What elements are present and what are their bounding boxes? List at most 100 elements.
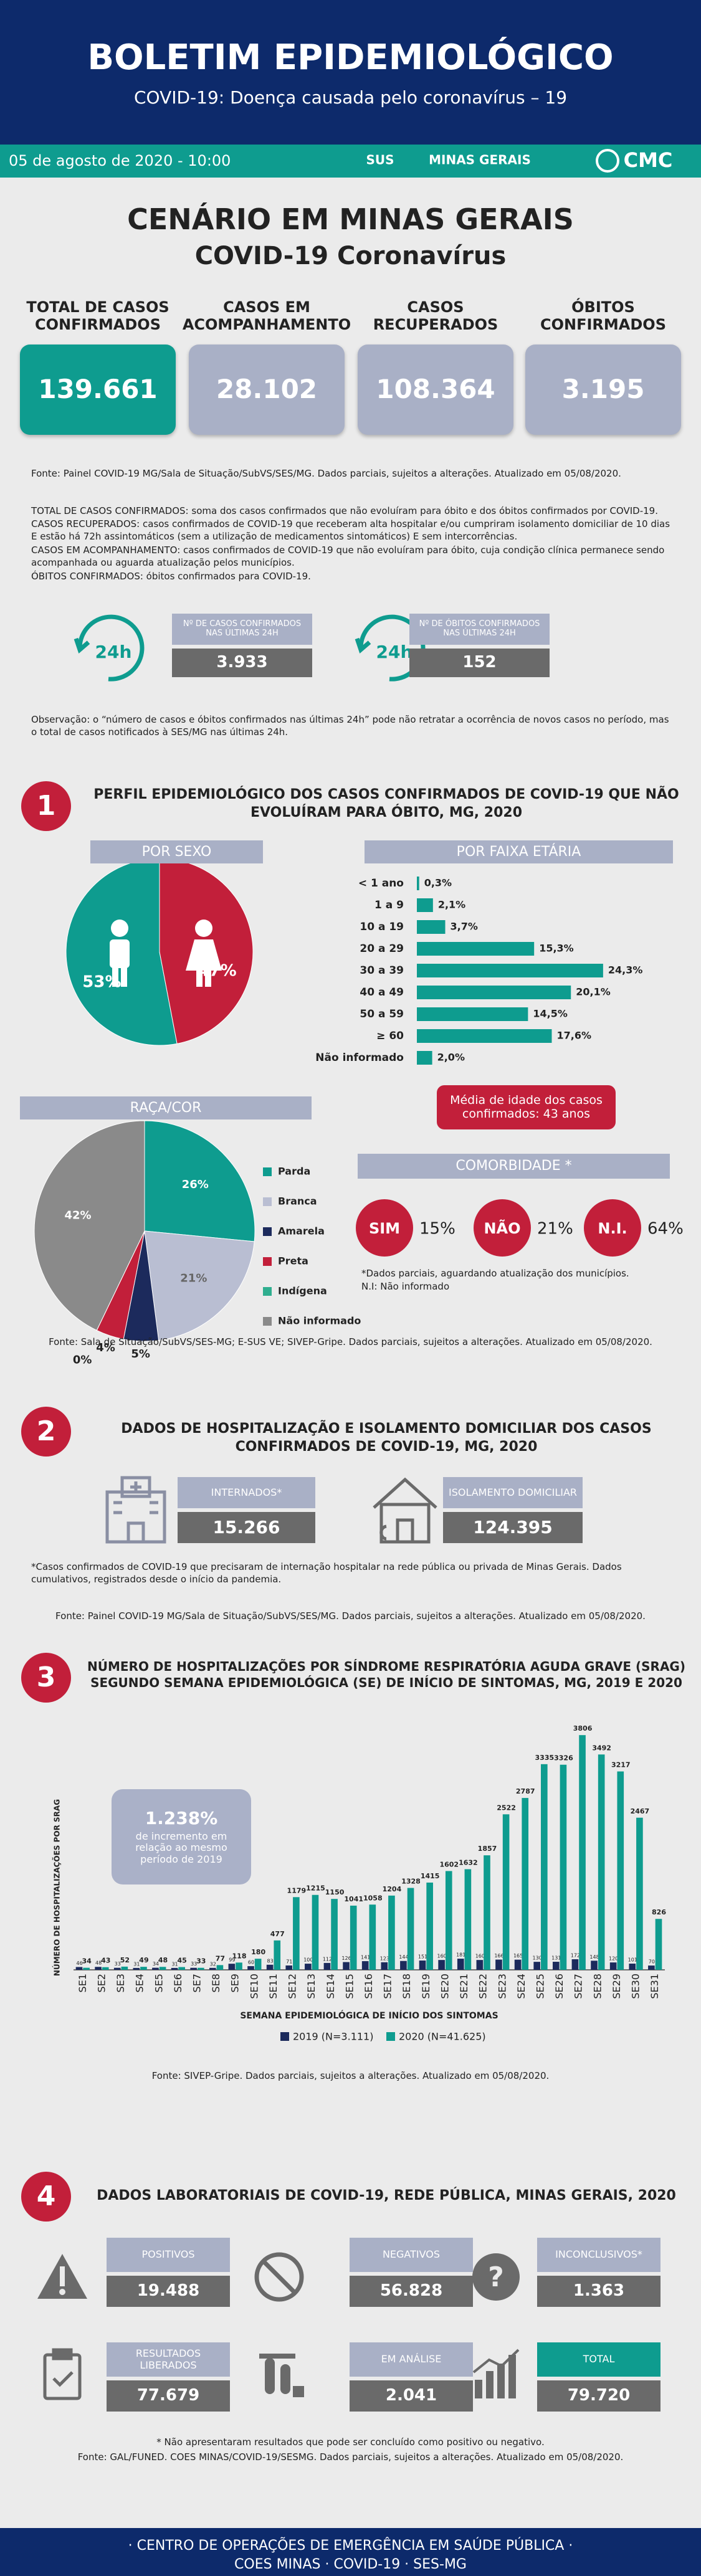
bar [419,1961,426,1970]
x-tick-label: SE19 [420,1974,432,1999]
bar [266,1964,274,1970]
value-label: 0,3% [424,877,452,889]
header-subtitle: COVID-19: Doença causada pelo coronavíru… [133,87,568,108]
x-tick-label: SE12 [287,1974,298,1999]
bar [560,1764,567,1970]
category-label: 50 a 59 [360,1008,404,1020]
value-label: 120 [609,1956,618,1962]
value-label: 32 [210,1961,216,1967]
section-badge [21,2172,71,2222]
legend-swatch [263,1317,272,1326]
pie-label: 21% [180,1271,207,1285]
bar [159,1967,166,1970]
x-tick-label: SE4 [134,1974,146,1992]
value-label: 2522 [497,1804,516,1812]
bar [522,1798,529,1970]
value-label: 24,3% [608,964,643,976]
value-label: 2467 [631,1807,650,1815]
bar [426,1882,433,1970]
stat-value: 124.395 [443,1512,583,1543]
pie-label: 0% [73,1353,92,1366]
x-tick-label: SE6 [172,1974,184,1992]
x-tick-label: SE28 [591,1974,603,1999]
bar [417,1051,432,1065]
cenario-subtitle: COVID-19 Coronavírus [194,242,507,270]
value-label: 34 [82,1957,92,1965]
legend-label: Preta [278,1255,308,1267]
y-axis-label: NÚMERO DE HOSPITALIZAÇÕES POR SRAG [52,1799,62,1976]
section-number: 1 [37,790,56,822]
icon-clipboard [43,2348,82,2400]
mean-age: Média de idade dos casos confirmados: 43… [437,1085,616,1129]
section-number: 2 [37,1415,56,1447]
callout-text: de incremento em relação ao mesmo períod… [135,1830,227,1865]
stat-value: 19.488 [107,2276,230,2307]
stat-value: 3.933 [172,649,312,677]
value-label: 60 [248,1960,254,1965]
source: Fonte: SIVEP-Gripe. Dados parciais, suje… [151,2070,550,2081]
value-label: 1328 [401,1878,421,1886]
comorbidade-label: SIM [369,1220,400,1237]
date: 05 de agosto de 2020 - 10:00 [9,152,231,169]
bar [216,1965,224,1970]
bar [95,1967,102,1970]
value-label: 1602 [439,1860,459,1868]
bar [417,1029,552,1043]
bar [571,1959,579,1970]
stat-label: INCONCLUSIVOS* [537,2238,660,2272]
value-label: 151 [418,1954,427,1960]
card-value: 139.661 [20,345,176,435]
value-label: 31 [133,1961,140,1967]
value-label: 101 [628,1957,637,1963]
pie-label: 4% [96,1341,115,1354]
stat-value: 15.266 [178,1512,315,1543]
bar [323,1962,331,1970]
bar [312,1894,319,1970]
pie-slice [34,1120,145,1331]
value-label: 33 [196,1957,206,1965]
value-label: 100 [303,1957,313,1963]
pie-slice [144,1230,255,1341]
legend-label: Indígena [278,1285,327,1297]
section-title: DADOS LABORATORIAIS DE COVID-19, REDE PÚ… [97,2188,676,2203]
pie-label: 5% [131,1347,150,1361]
bar [417,877,419,890]
value-label: 48 [95,1961,102,1966]
icon-question: ? [472,2253,520,2301]
value-label: 130 [533,1956,542,1961]
definition: CASOS RECUPERADOS: casos confirmados de … [31,518,670,543]
bar [75,1967,83,1970]
section-title: PERFIL EPIDEMIOLÓGICO DOS CASOS CONFIRMA… [93,787,679,820]
value-label: 165 [513,1953,523,1959]
stat-label: POSITIVOS [107,2238,230,2272]
value-label: 3492 [592,1744,611,1752]
section-badge [21,781,71,831]
x-tick-label: SE31 [649,1974,660,1999]
legend-label: Branca [278,1195,317,1207]
value-label: 1204 [383,1885,402,1893]
bar [445,1871,452,1970]
value-label: 166 [494,1953,503,1959]
section-title: NÚMERO DE HOSPITALIZAÇÕES POR SÍNDROME R… [87,1659,685,1690]
icon-forbidden [254,2252,304,2302]
logo-cmc: CMC [624,148,673,172]
bar [285,1965,293,1970]
card-value: 108.364 [358,345,513,435]
gender-icons [110,920,222,987]
icon-warning [37,2254,87,2299]
date-band [0,145,701,178]
bar [247,1966,254,1970]
x-tick-label: SE22 [477,1974,489,1999]
definition: TOTAL DE CASOS CONFIRMADOS: soma dos cas… [31,505,658,516]
x-tick-label: SE2 [95,1974,107,1992]
bar [655,1919,662,1970]
stat-value: 79.720 [537,2380,660,2412]
stat-label: Nº DE CASOS CONFIRMADOS NAS ÚLTIMAS 24H [172,614,312,645]
definition: CASOS EM ACOMPANHAMENTO: casos confirmad… [31,544,665,569]
x-tick-label: SE26 [553,1974,565,1999]
value-label: 3806 [573,1724,593,1732]
svg-text:?: ? [488,2261,504,2293]
pie-label: 26% [182,1178,209,1191]
bar [381,1962,388,1970]
legend-label: Não informado [278,1315,361,1327]
